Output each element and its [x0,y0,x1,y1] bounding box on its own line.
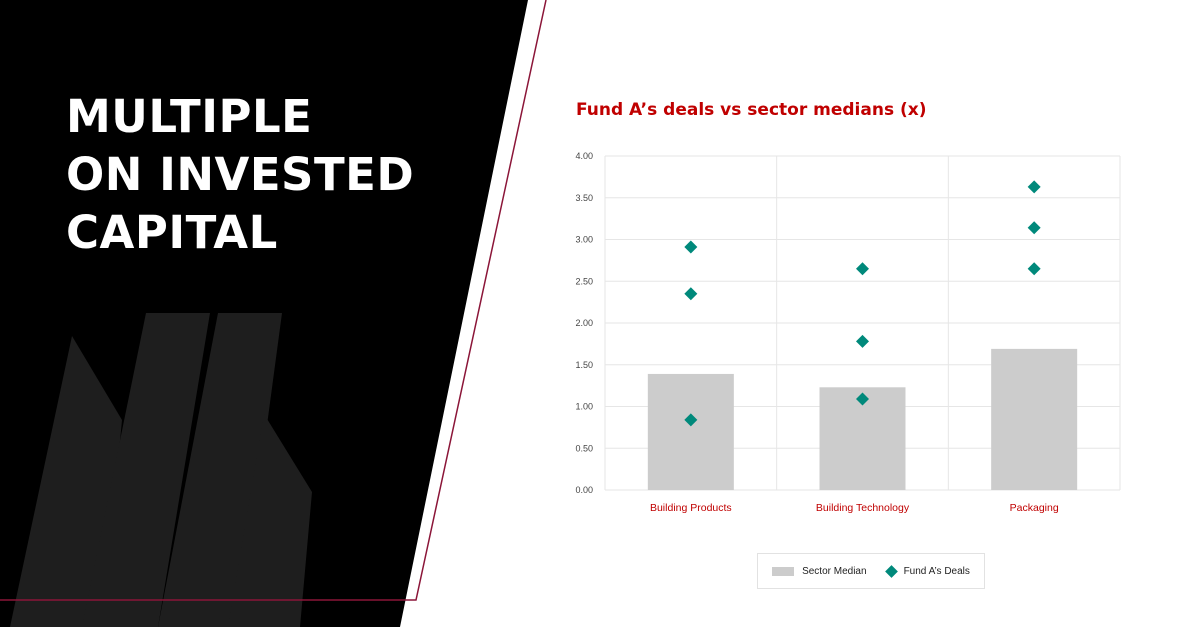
y-tick-label: 4.00 [575,151,593,161]
legend-item-sector-median: Sector Median [772,565,867,577]
legend-swatch-diamond [884,564,898,578]
y-tick-label: 0.50 [575,443,593,453]
y-tick-label: 2.00 [575,318,593,328]
accent-line [0,0,547,601]
legend-swatch-bar [772,566,795,576]
data-point-diamond [684,413,698,427]
data-point-diamond [856,392,869,406]
data-point-diamond [684,287,698,301]
y-tick-label: 0.00 [575,485,593,495]
legend-label-fund-deals: Fund A’s Deals [903,565,970,577]
decorative-stripe-2 [82,313,210,627]
y-tick-label: 1.00 [575,402,593,412]
bar [991,348,1078,490]
data-point-diamond [856,262,869,276]
data-point-diamond [1027,262,1041,276]
decorative-stripe-3 [158,313,282,627]
y-tick-label: 1.50 [575,360,593,370]
data-point-diamond [684,240,698,254]
decorative-stripe-4 [228,414,312,627]
y-tick-label: 3.50 [575,193,593,203]
x-category-label: Building Technology [816,502,910,514]
legend-item-fund-deals: Fund A’s Deals [884,564,970,578]
x-category-label: Building Products [650,502,732,514]
data-point-diamond [1027,180,1041,194]
headline: MULTIPLE ON INVESTED CAPITAL [66,88,414,262]
chart-legend: Sector Median Fund A’s Deals [757,553,985,589]
y-tick-label: 3.00 [575,235,593,245]
y-tick-label: 2.50 [575,276,593,286]
chart-title: Fund A’s deals vs sector medians (x) [576,100,927,120]
chart: 0.00 0.50 1.00 1.50 2.00 2.50 3.00 3.50 4.00 Buil… [575,151,1121,514]
headline-line-1: MULTIPLE [66,90,313,143]
headline-line-2: ON INVESTED [66,148,415,201]
decorative-stripe-1 [10,336,122,627]
bar [647,373,734,490]
data-point-diamond [1027,221,1041,235]
legend-label-sector-median: Sector Median [802,565,867,577]
x-category-label: Packaging [1010,502,1059,514]
headline-line-3: CAPITAL [66,206,278,259]
data-point-diamond [856,334,869,348]
